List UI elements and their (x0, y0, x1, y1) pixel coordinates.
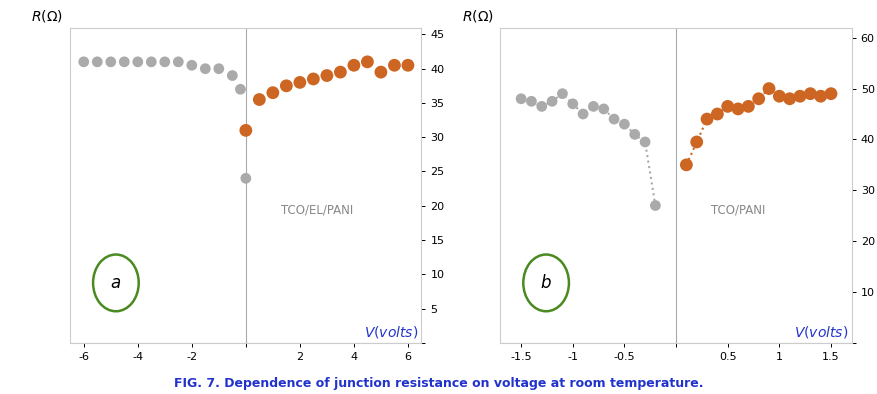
Point (689, 139, 703, 145)
Point (333, 69, 347, 75)
Point (239, 175, 253, 182)
Point (802, 91, 816, 97)
Point (360, 59, 374, 65)
Point (647, 203, 661, 209)
Point (225, 72, 239, 79)
Point (781, 96, 795, 102)
Point (638, 139, 652, 145)
Point (266, 89, 280, 96)
Text: $R(\Omega)$: $R(\Omega)$ (32, 8, 63, 24)
Point (534, 103, 548, 110)
Point (158, 59, 172, 65)
Point (699, 116, 713, 122)
Point (679, 162, 693, 168)
Point (198, 65, 212, 72)
Point (90, 59, 104, 65)
Text: $V(volts)$: $V(volts)$ (793, 323, 847, 340)
Point (144, 59, 158, 65)
Point (76, 59, 90, 65)
Point (545, 98, 559, 104)
Text: a: a (111, 274, 121, 292)
Point (118, 59, 132, 65)
Point (293, 79, 307, 85)
Text: FIG. 7. Dependence of junction resistance on voltage at room temperature.: FIG. 7. Dependence of junction resistanc… (174, 377, 703, 390)
Point (617, 121, 631, 127)
Point (184, 62, 198, 69)
Point (792, 93, 806, 99)
Point (627, 131, 641, 138)
Point (387, 62, 401, 69)
Point (514, 96, 528, 102)
Point (813, 93, 827, 99)
Point (252, 97, 266, 103)
Point (319, 72, 333, 79)
Point (306, 76, 320, 82)
Point (731, 106, 745, 112)
Point (374, 69, 388, 75)
Point (596, 106, 610, 112)
Point (823, 91, 837, 97)
Point (740, 103, 754, 110)
Point (131, 59, 145, 65)
Point (555, 91, 569, 97)
Point (575, 111, 589, 117)
Point (709, 111, 724, 117)
Text: $R(\Omega)$: $R(\Omega)$ (461, 8, 493, 24)
Point (211, 65, 225, 72)
Point (772, 93, 786, 99)
Point (346, 62, 360, 69)
Point (279, 83, 293, 89)
Point (565, 101, 579, 107)
Point (586, 103, 600, 110)
Point (761, 85, 775, 92)
Text: TCO/EL/PANI: TCO/EL/PANI (281, 204, 353, 217)
Point (720, 103, 734, 110)
Text: b: b (540, 274, 551, 292)
Point (103, 59, 118, 65)
Point (401, 62, 415, 69)
Point (171, 59, 185, 65)
Point (524, 98, 538, 104)
Point (606, 116, 620, 122)
Point (233, 86, 247, 93)
Text: $V(volts)$: $V(volts)$ (363, 323, 417, 340)
Text: TCO/PANI: TCO/PANI (710, 204, 765, 217)
Point (239, 127, 253, 134)
Point (751, 96, 765, 102)
